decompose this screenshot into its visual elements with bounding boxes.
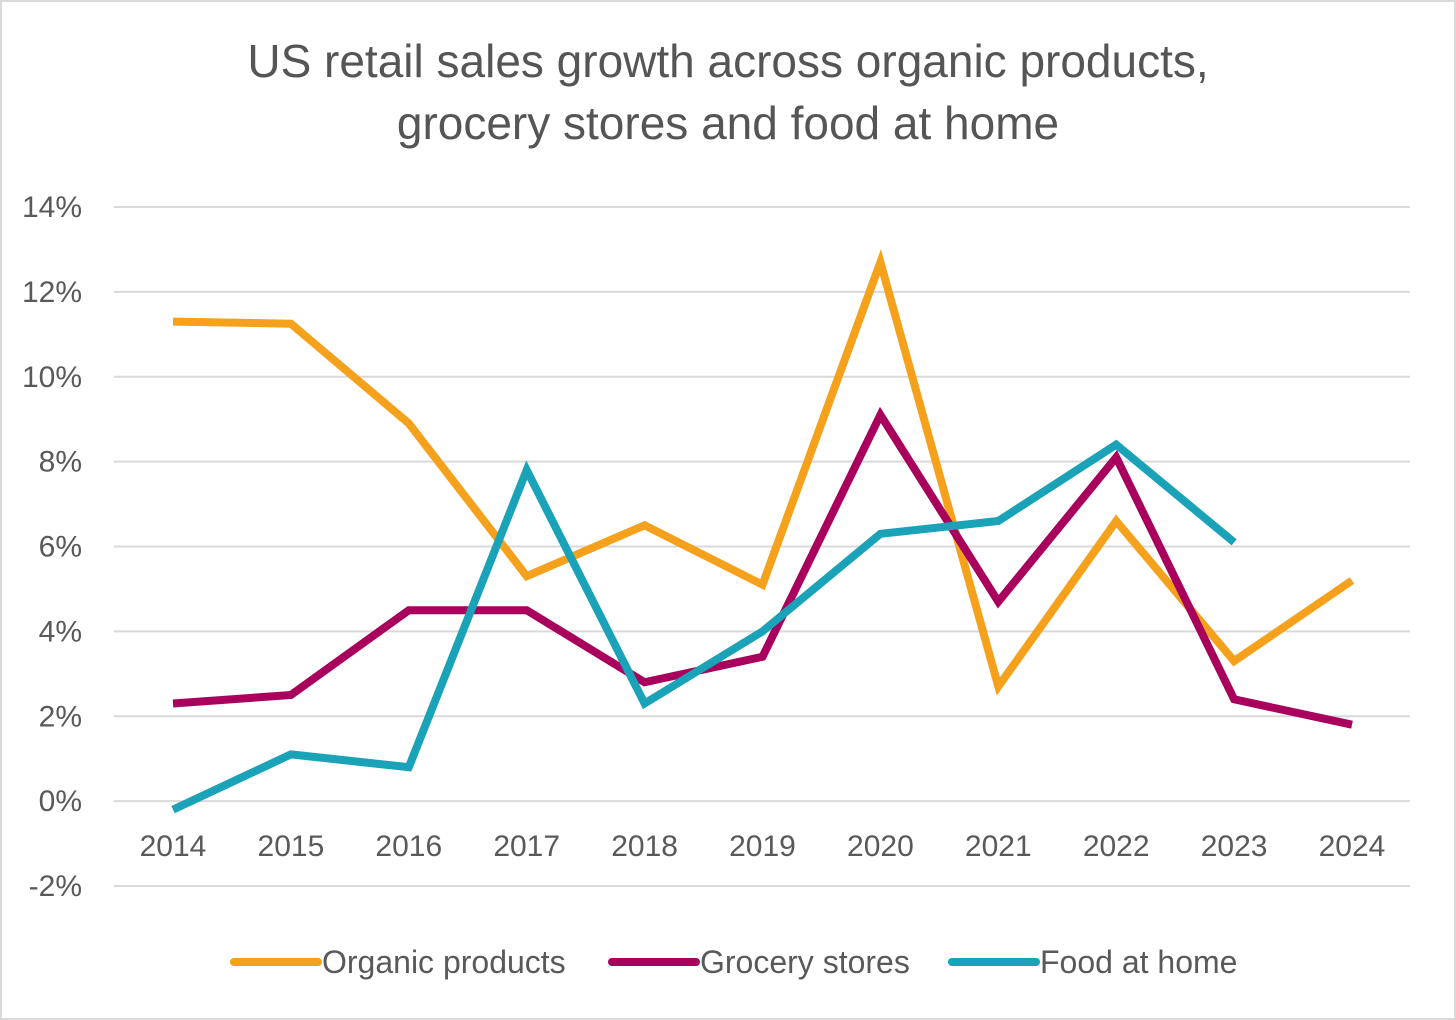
legend-label: Grocery stores	[700, 944, 910, 980]
x-axis-ticks: 2014 2015 2016 2017 2018 2019 2020 2021 2022 2023…	[140, 830, 1386, 863]
x-tick-label: 2016	[375, 830, 442, 863]
legend-item: Organic products	[230, 944, 566, 980]
y-tick-label: -2%	[29, 870, 82, 903]
y-tick-label: 12%	[22, 276, 82, 309]
legend-label: Food at home	[1040, 944, 1237, 980]
x-tick-label: 2023	[1201, 830, 1268, 863]
series-line-food-at-home	[171, 439, 1237, 814]
y-tick-label: 0%	[39, 785, 82, 818]
legend-label: Organic products	[322, 944, 566, 980]
x-tick-label: 2019	[729, 830, 796, 863]
x-tick-label: 2024	[1319, 830, 1386, 863]
legend-item: Food at home	[948, 944, 1237, 980]
legend-item: Grocery stores	[608, 944, 910, 980]
chart-title-line-1: US retail sales growth across organic pr…	[247, 35, 1209, 87]
y-tick-label: 6%	[39, 531, 82, 564]
series-lines	[171, 249, 1355, 814]
y-tick-label: 2%	[39, 700, 82, 733]
x-tick-label: 2022	[1083, 830, 1150, 863]
x-tick-label: 2017	[493, 830, 560, 863]
y-axis-ticks: -2% 0% 2% 4% 6% 8% 10% 12% 14%	[22, 191, 82, 903]
series-line-grocery-stores	[172, 406, 1353, 729]
series-line-organic-products	[172, 249, 1355, 696]
x-tick-label: 2018	[611, 830, 678, 863]
chart-title-line-2: grocery stores and food at home	[396, 97, 1060, 149]
x-tick-label: 2015	[258, 830, 325, 863]
y-tick-label: 4%	[39, 615, 82, 648]
x-tick-label: 2021	[965, 830, 1032, 863]
x-tick-label: 2014	[140, 830, 207, 863]
y-tick-label: 14%	[22, 191, 82, 224]
chart-title: US retail sales growth across organic pr…	[0, 30, 1456, 154]
x-tick-label: 2020	[847, 830, 914, 863]
y-tick-label: 8%	[39, 446, 82, 479]
gridlines	[114, 206, 1410, 887]
legend: Organic products Grocery stores Food at ho…	[230, 944, 1237, 980]
y-tick-label: 10%	[22, 361, 82, 394]
